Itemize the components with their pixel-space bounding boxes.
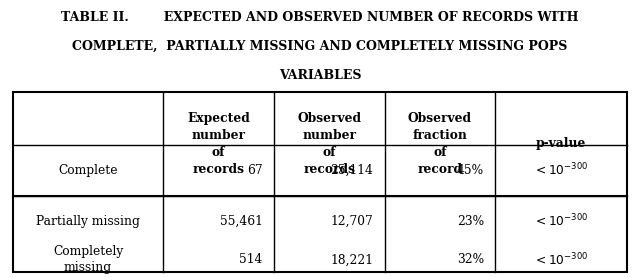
Text: 32%: 32% <box>457 253 484 266</box>
Text: TABLE II.        EXPECTED AND OBSERVED NUMBER OF RECORDS WITH: TABLE II. EXPECTED AND OBSERVED NUMBER O… <box>61 11 579 24</box>
Text: Observed
number
of
records: Observed number of records <box>297 112 361 176</box>
Text: $< 10^{-300}$: $< 10^{-300}$ <box>533 162 589 179</box>
Text: Complete: Complete <box>58 164 118 177</box>
Text: Partially missing: Partially missing <box>36 215 140 228</box>
Text: 45%: 45% <box>457 164 484 177</box>
Text: 25,114: 25,114 <box>331 164 374 177</box>
Text: 18,221: 18,221 <box>330 253 374 266</box>
Text: 12,707: 12,707 <box>331 215 374 228</box>
Text: 23%: 23% <box>457 215 484 228</box>
Text: VARIABLES: VARIABLES <box>279 70 361 82</box>
Text: COMPLETE,  PARTIALLY MISSING AND COMPLETELY MISSING POPS: COMPLETE, PARTIALLY MISSING AND COMPLETE… <box>72 40 568 53</box>
Text: 67: 67 <box>247 164 263 177</box>
Text: Observed
fraction
of
record: Observed fraction of record <box>408 112 472 176</box>
Text: $< 10^{-300}$: $< 10^{-300}$ <box>533 213 589 230</box>
Text: Expected
number
of
records: Expected number of records <box>187 112 250 176</box>
Text: 55,461: 55,461 <box>220 215 263 228</box>
Text: 514: 514 <box>239 253 263 266</box>
Text: $< 10^{-300}$: $< 10^{-300}$ <box>533 252 589 268</box>
Text: p-value: p-value <box>536 137 586 150</box>
Text: Completely
missing: Completely missing <box>53 245 123 274</box>
